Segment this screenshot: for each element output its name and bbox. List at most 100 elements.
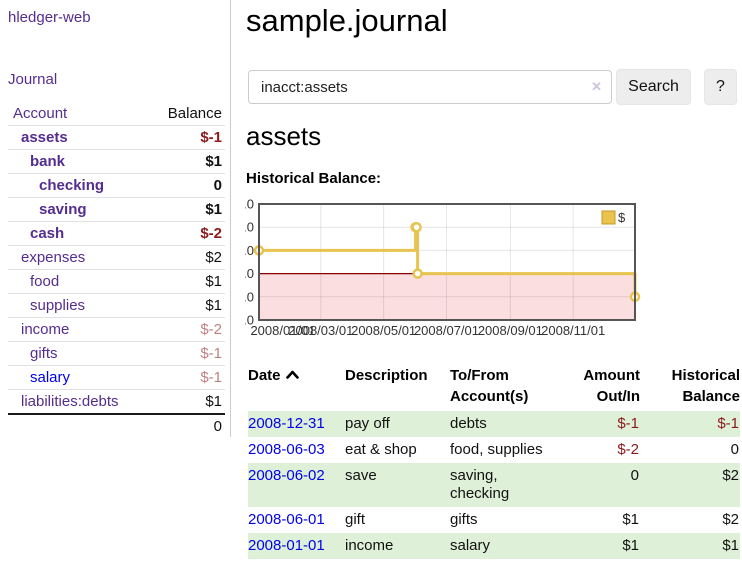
svg-text:1.0: 1.0 [245, 243, 254, 258]
transaction-accounts: debts [450, 415, 487, 432]
transaction-balance: $1 [722, 537, 739, 554]
svg-text:-2.0: -2.0 [245, 313, 254, 328]
account-name-link[interactable]: gifts [30, 345, 58, 362]
account-balance: $-1 [200, 129, 222, 146]
account-name-link[interactable]: checking [39, 177, 105, 194]
account-name-link[interactable]: expenses [21, 249, 86, 266]
transaction-date: 2008-06-03 [248, 437, 345, 463]
col-header-balance: Historical Balance [671, 367, 740, 405]
col-header-date[interactable]: Date [248, 363, 345, 411]
transaction-amount: $-1 [617, 415, 639, 432]
register-row: 2008-01-01 income salary $1 $1 [248, 533, 740, 559]
account-row: saving $1 [8, 198, 225, 222]
account-row: salary $-1 [8, 366, 225, 390]
transaction-date: 2008-06-01 [248, 507, 345, 533]
transaction-date-link[interactable]: 2008-06-03 [248, 441, 325, 458]
transaction-amount: $-2 [617, 441, 639, 458]
register-table: Date Description To/From Account(s) Amou… [248, 363, 740, 559]
account-name-link[interactable]: assets [21, 129, 68, 146]
transaction-date-link[interactable]: 2008-06-01 [248, 511, 325, 528]
register-row: 2008-06-02 save saving, checking 0 $2 [248, 463, 740, 507]
search-box: ✕ [248, 70, 612, 104]
account-balance: $-1 [200, 345, 222, 362]
transaction-description: gift [345, 511, 366, 528]
account-balance: $1 [205, 201, 222, 218]
sidebar-divider [230, 0, 231, 437]
svg-text:2008/01/01: 2008/01/01 [250, 323, 315, 338]
account-name-link[interactable]: supplies [30, 297, 86, 314]
date-header-label: Date [248, 367, 281, 384]
account-name-link[interactable]: income [21, 321, 70, 338]
transaction-balance: 0 [730, 441, 739, 458]
transaction-description: pay off [345, 415, 390, 432]
account-balance: $-1 [200, 369, 222, 386]
transaction-date: 2008-01-01 [248, 533, 345, 559]
account-row: liabilities:debts $1 [8, 390, 225, 413]
svg-text:3.0: 3.0 [245, 198, 254, 212]
account-row: bank $1 [8, 150, 225, 174]
accounts-table: Account Balance assets $-1 bank $1 checking 0… [8, 102, 225, 438]
col-header-description: Description [345, 367, 428, 384]
svg-text:0.0: 0.0 [245, 266, 254, 281]
account-balance: $2 [205, 249, 222, 266]
register-row: 2008-06-03 eat & shop food, supplies $-2 0 [248, 437, 740, 463]
balance-column-header: Balance [167, 105, 222, 122]
svg-text:2008/03/01: 2008/03/01 [288, 323, 353, 338]
col-header-accounts: To/From Account(s) [450, 367, 529, 405]
transaction-description: eat & shop [345, 441, 417, 458]
account-name-link[interactable]: cash [30, 225, 65, 242]
account-name-link[interactable]: food [30, 273, 60, 290]
account-row: gifts $-1 [8, 342, 225, 366]
account-balance: $1 [205, 297, 222, 314]
account-name-link[interactable]: salary [30, 369, 71, 386]
accounts-table-header: Account Balance [8, 102, 225, 126]
sidebar-item-journal[interactable]: Journal [8, 71, 58, 88]
transaction-accounts: saving, checking [450, 467, 510, 502]
svg-text:2008/07/01: 2008/07/01 [414, 323, 479, 338]
page-title: sample.journal [246, 3, 448, 38]
account-balance: $-2 [200, 321, 222, 338]
account-balance: 0 [213, 177, 222, 194]
accounts-total-row: 0 [8, 413, 225, 438]
svg-text:2008/11/01: 2008/11/01 [541, 323, 605, 338]
account-column-header: Account [13, 105, 68, 122]
account-balance: $1 [205, 393, 222, 410]
account-row: income $-2 [8, 318, 225, 342]
account-row: expenses $2 [8, 246, 225, 270]
transaction-date-link[interactable]: 2008-06-02 [248, 467, 325, 484]
account-heading: assets [246, 121, 322, 151]
transaction-accounts: gifts [450, 511, 478, 528]
account-row: supplies $1 [8, 294, 225, 318]
accounts-total-balance: 0 [213, 418, 222, 435]
transaction-description: save [345, 467, 377, 484]
transaction-date: 2008-06-02 [248, 463, 345, 507]
search-input[interactable] [248, 70, 612, 104]
transaction-balance: $2 [722, 511, 739, 528]
transaction-date-link[interactable]: 2008-01-01 [248, 537, 325, 554]
svg-text:2008/05/01: 2008/05/01 [351, 323, 416, 338]
svg-text:$: $ [618, 210, 626, 225]
brand-link[interactable]: hledger-web [8, 9, 91, 26]
account-name-link[interactable]: bank [30, 153, 66, 170]
transaction-accounts: food, supplies [450, 441, 543, 458]
account-balance: $-2 [200, 225, 222, 242]
account-balance: $1 [205, 153, 222, 170]
transaction-date-link[interactable]: 2008-12-31 [248, 415, 325, 432]
clear-search-icon[interactable]: ✕ [591, 79, 602, 94]
account-row: food $1 [8, 270, 225, 294]
account-row: cash $-2 [8, 222, 225, 246]
transaction-balance: $-1 [717, 415, 739, 432]
register-row: 2008-06-01 gift gifts $1 $2 [248, 507, 740, 533]
account-name-link[interactable]: saving [39, 201, 87, 218]
register-row: 2008-12-31 pay off debts $-1 $-1 [248, 411, 740, 437]
transaction-accounts: salary [450, 537, 491, 554]
chart-title: Historical Balance: [246, 170, 382, 187]
svg-text:-1.0: -1.0 [245, 289, 254, 304]
transaction-date: 2008-12-31 [248, 411, 345, 437]
col-header-amount: Amount Out/In [583, 367, 640, 405]
help-button[interactable]: ? [704, 69, 737, 105]
register-header-row: Date Description To/From Account(s) Amou… [248, 363, 740, 411]
search-button[interactable]: Search [616, 69, 691, 105]
account-name-link[interactable]: liabilities:debts [21, 393, 119, 410]
